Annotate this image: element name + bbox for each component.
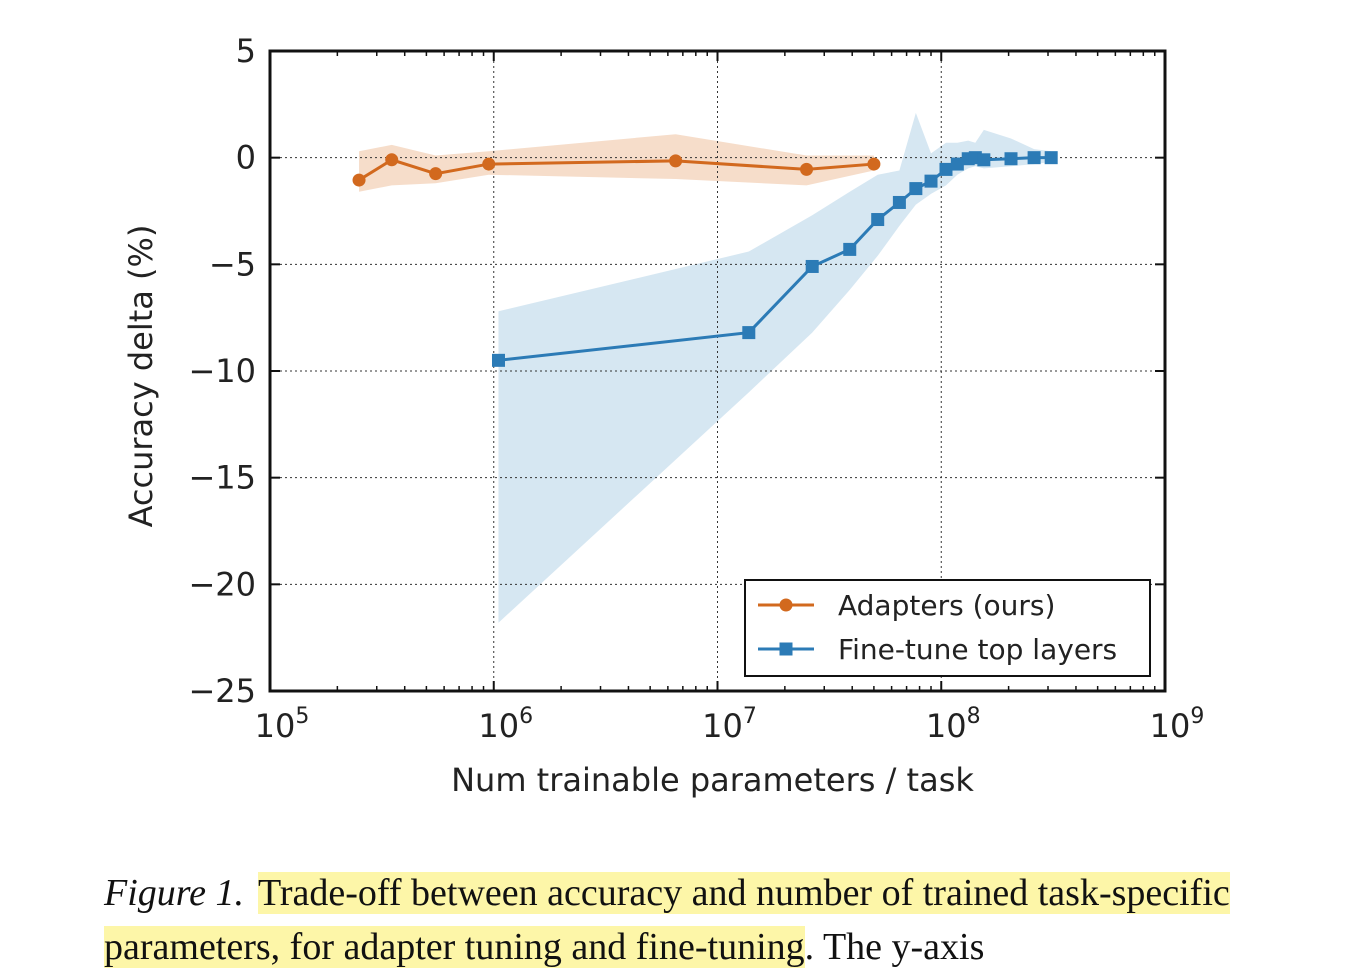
legend-marker [779, 598, 793, 612]
series-lines [352, 151, 1058, 367]
data-point [977, 153, 991, 167]
legend-marker [779, 642, 793, 656]
data-point [385, 153, 399, 167]
x-tick-exponent: 8 [967, 704, 981, 729]
data-point [669, 154, 683, 168]
x-tick-exponent: 6 [519, 704, 533, 729]
x-tick-base: 10 [478, 707, 519, 745]
x-tick-label: 106 [478, 704, 533, 745]
data-point [1004, 152, 1018, 166]
y-tick-label: −25 [188, 672, 256, 710]
figure-label: Figure 1. [104, 872, 245, 914]
series-line [498, 156, 1052, 362]
confidence-bands [359, 112, 1052, 623]
data-point [491, 353, 505, 367]
y-tick-label: −20 [188, 565, 256, 603]
figure-caption: Figure 1. Trade-off between accuracy and … [104, 866, 1334, 974]
x-tick-exponent: 5 [295, 704, 309, 729]
x-tick-base: 10 [702, 707, 743, 745]
y-tick-label: 0 [236, 139, 256, 177]
x-tick-base: 10 [1150, 707, 1191, 745]
data-point [805, 259, 819, 273]
x-tick-base: 10 [926, 707, 967, 745]
data-point [482, 157, 496, 171]
data-point [950, 157, 964, 171]
y-axis-label: Accuracy delta (%) [122, 225, 160, 528]
y-tick-label: −10 [188, 352, 256, 390]
x-tick-base: 10 [255, 707, 296, 745]
legend: Adapters (ours) Fine-tune top layers [744, 579, 1151, 677]
axis-ticks [269, 50, 1166, 692]
legend-entry: Adapters (ours) [838, 589, 1055, 622]
data-point [867, 157, 881, 171]
x-tick-label: 105 [255, 704, 310, 745]
data-point [892, 195, 906, 209]
data-point [429, 167, 443, 181]
x-axis-label: Num trainable parameters / task [451, 761, 974, 799]
data-point [843, 242, 857, 256]
data-point [352, 173, 366, 187]
data-point [939, 162, 953, 176]
y-tick-label: 5 [236, 32, 256, 70]
data-point [909, 182, 923, 196]
confidence-band [498, 112, 1052, 623]
x-tick-label: 109 [1150, 704, 1205, 745]
x-tick-exponent: 7 [743, 704, 757, 729]
legend-box [744, 579, 1151, 677]
data-point [742, 326, 756, 340]
caption-highlighted-text: Trade-off between accuracy and number of… [104, 872, 1230, 968]
data-point [871, 213, 885, 227]
y-tick-label: −15 [188, 459, 256, 497]
data-point [924, 174, 938, 188]
data-point [1044, 151, 1058, 165]
x-tick-exponent: 9 [1190, 704, 1204, 729]
data-point [800, 162, 814, 176]
x-tick-label: 108 [926, 704, 981, 745]
data-point [1027, 151, 1041, 165]
caption-trailing-text: . The y-axis [804, 926, 985, 968]
legend-entry: Fine-tune top layers [838, 633, 1117, 666]
x-tick-label: 107 [702, 704, 757, 745]
y-tick-label: −5 [209, 245, 256, 283]
